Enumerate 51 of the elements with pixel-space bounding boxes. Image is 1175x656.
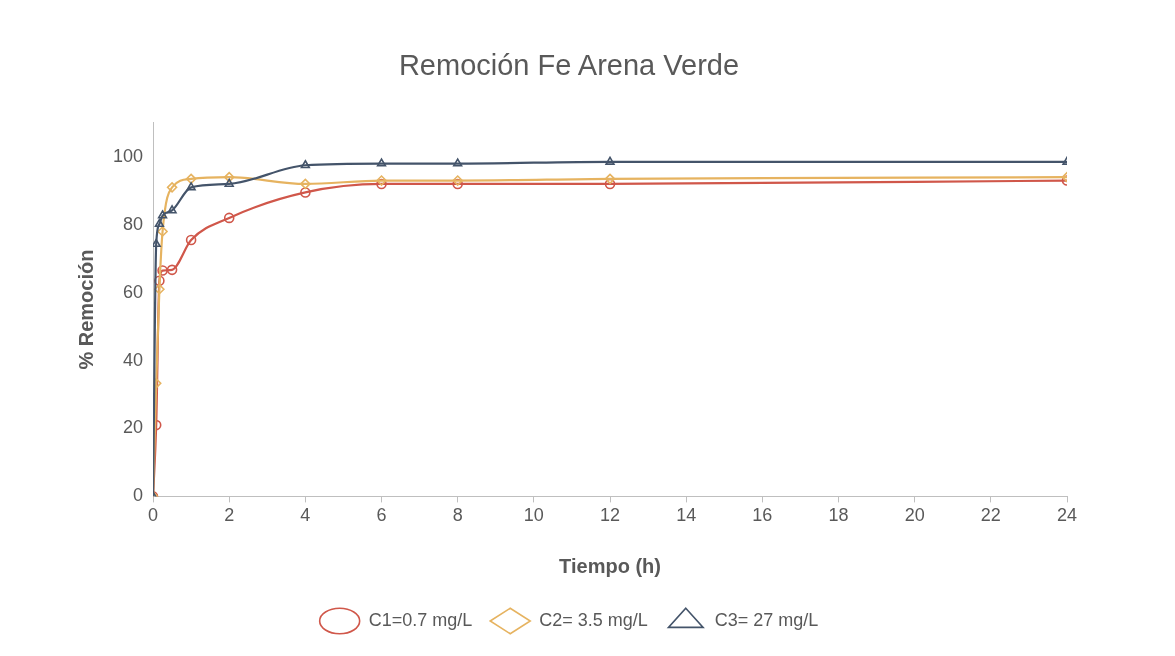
legend-label: C1=0.7 mg/L (368, 609, 473, 630)
point (166, 264, 178, 276)
chart-title: Remoción Fe Arena Verde (398, 49, 740, 82)
point (223, 171, 235, 183)
x-tick-label: 24 (1056, 505, 1078, 526)
legend-label: C3= 27 mg/L (714, 609, 819, 630)
legend-label: C2= 3.5 mg/L (539, 609, 648, 630)
point (300, 178, 311, 190)
point (186, 182, 196, 191)
x-tick-label: 4 (300, 505, 311, 526)
point (154, 283, 165, 295)
y-tick-label: 80 (123, 213, 144, 234)
x-tick-label: 22 (980, 505, 1001, 526)
x-tick-label: 8 (452, 505, 463, 526)
point (223, 212, 235, 224)
point (376, 175, 387, 186)
x-tick-label: 10 (523, 505, 544, 526)
x-tick-label: 6 (376, 505, 387, 526)
point (452, 158, 463, 167)
point (157, 265, 168, 276)
point (157, 210, 168, 219)
point (452, 175, 463, 186)
point (376, 158, 387, 167)
x-tick-label: 0 (148, 505, 159, 526)
x-axis-title: Tiempo (h) (559, 554, 661, 577)
point (300, 187, 311, 198)
x-tick-label: 2 (224, 505, 235, 526)
y-tick-label: 40 (123, 349, 144, 370)
point (166, 182, 178, 193)
x-tick-label: 16 (752, 505, 773, 526)
point (167, 205, 177, 214)
y-tick-label: 0 (133, 485, 144, 506)
point (157, 226, 168, 237)
point (153, 238, 161, 248)
point (605, 156, 615, 165)
y-tick-label: 60 (123, 281, 144, 302)
point (154, 218, 165, 228)
point (185, 173, 197, 185)
x-tick-label: 12 (600, 505, 621, 526)
point (153, 378, 162, 389)
point (224, 178, 234, 187)
point (154, 275, 165, 287)
point (300, 159, 311, 169)
x-tick-label: 20 (904, 505, 925, 526)
y-tick-label: 100 (112, 145, 144, 166)
y-axis-title: % Remoción (74, 249, 97, 370)
x-tick-label: 18 (828, 505, 849, 526)
y-tick-label: 20 (123, 417, 144, 438)
x-tick-label: 14 (676, 505, 697, 526)
point (604, 173, 616, 185)
point (185, 234, 197, 246)
